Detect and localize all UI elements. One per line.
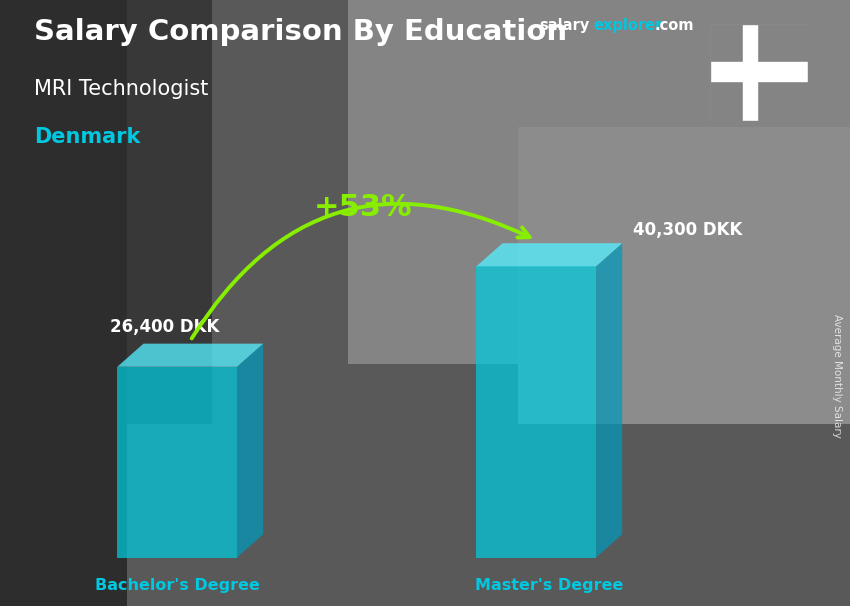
Bar	[710, 62, 808, 81]
Text: +53%: +53%	[314, 193, 412, 222]
Polygon shape	[117, 367, 237, 558]
Text: 40,300 DKK: 40,300 DKK	[633, 221, 743, 239]
Text: .com: .com	[654, 18, 694, 33]
Text: explorer: explorer	[593, 18, 663, 33]
Text: Denmark: Denmark	[34, 127, 140, 147]
Text: Average Monthly Salary: Average Monthly Salary	[832, 314, 842, 438]
Text: MRI Technologist: MRI Technologist	[34, 79, 208, 99]
Bar	[743, 24, 757, 121]
Polygon shape	[117, 344, 264, 367]
Text: Salary Comparison By Education: Salary Comparison By Education	[34, 18, 567, 46]
Text: salary: salary	[540, 18, 590, 33]
Text: Master's Degree: Master's Degree	[475, 578, 623, 593]
Polygon shape	[596, 243, 622, 558]
Text: Bachelor's Degree: Bachelor's Degree	[94, 578, 259, 593]
Text: 26,400 DKK: 26,400 DKK	[110, 318, 219, 336]
Polygon shape	[476, 267, 596, 558]
Polygon shape	[237, 344, 264, 558]
Polygon shape	[476, 243, 622, 267]
